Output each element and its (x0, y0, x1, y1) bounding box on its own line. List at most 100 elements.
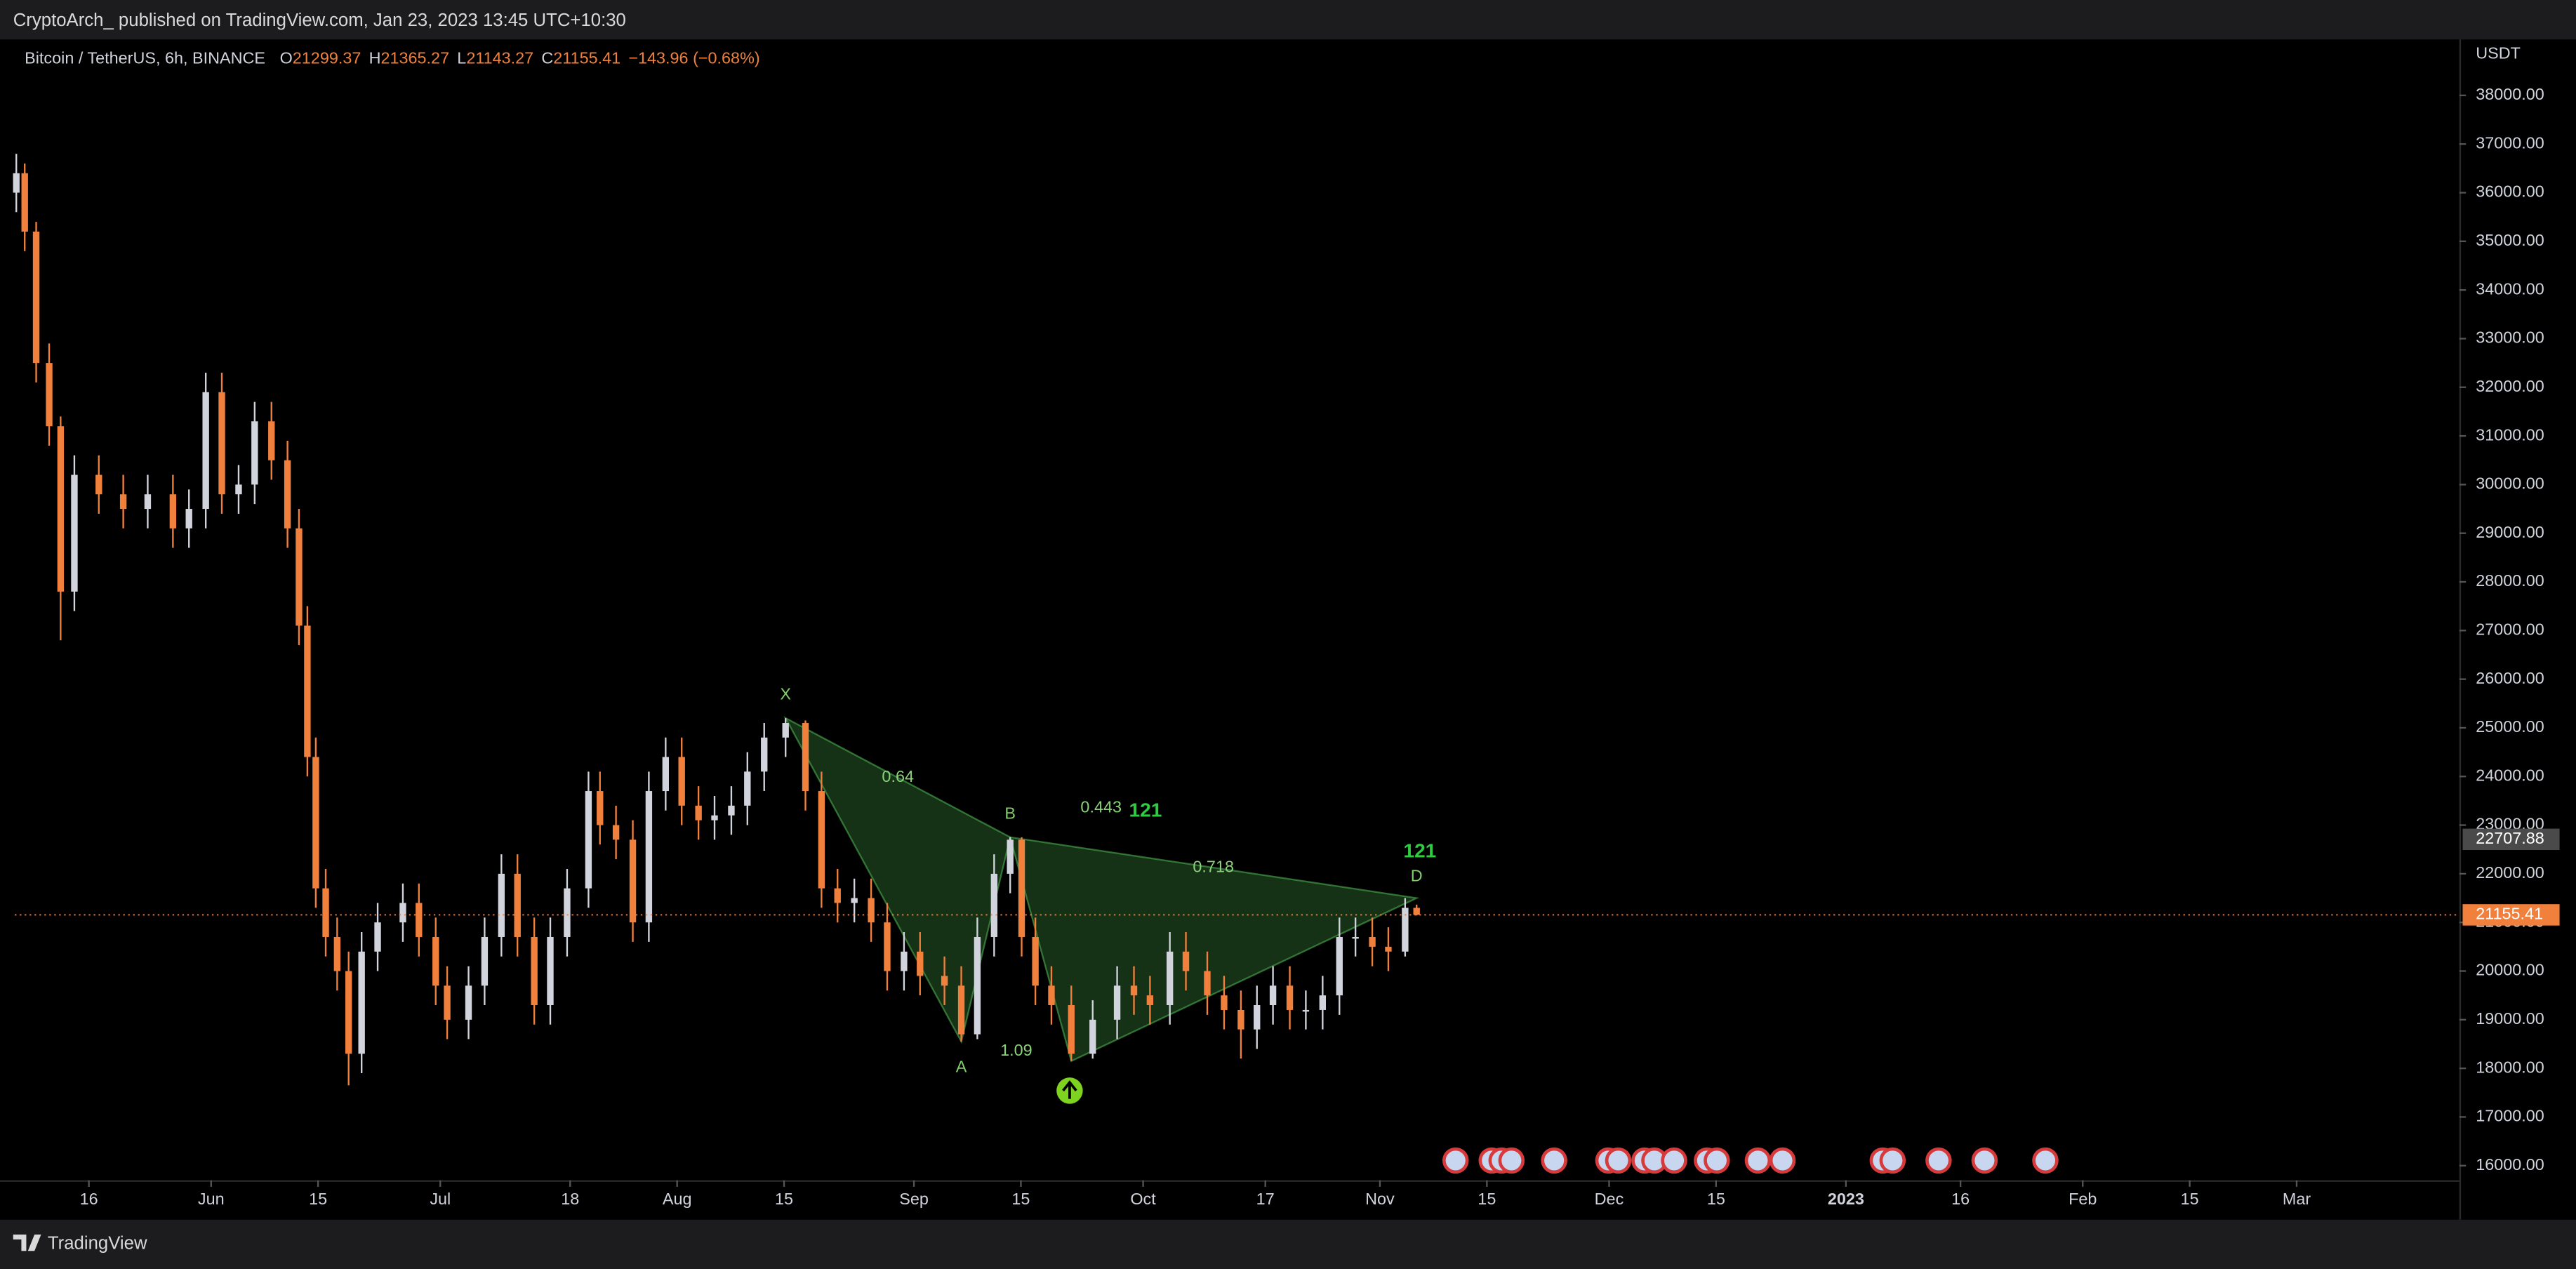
y-tick-label: 30000.00 (2476, 474, 2544, 493)
candle-body (481, 936, 489, 986)
brand-logo (13, 1234, 41, 1251)
event-flag[interactable] (1971, 1147, 1998, 1174)
y-tick-label: 32000.00 (2476, 377, 2544, 395)
candle-body (304, 625, 311, 757)
x-tick-label: Dec (1595, 1190, 1624, 1208)
candle-body (444, 985, 451, 1020)
legend-low: 21143.27 (466, 48, 533, 67)
event-flag[interactable] (1498, 1147, 1525, 1174)
y-tick-label: 24000.00 (2476, 766, 2544, 784)
candle-body (1237, 1009, 1244, 1030)
x-tick-label: Jul (430, 1190, 451, 1208)
candle-body (1018, 839, 1025, 937)
event-flag[interactable] (1744, 1147, 1772, 1174)
candle-body (1007, 839, 1014, 874)
candle-body (268, 421, 275, 460)
candle-body (333, 936, 341, 971)
candle-body (235, 484, 242, 495)
candle-body (1413, 908, 1420, 915)
y-tick-label: 26000.00 (2476, 669, 2544, 687)
candle-body (1130, 985, 1138, 996)
top-bar (0, 0, 2576, 40)
candle-body (119, 494, 127, 510)
candle-body (744, 771, 751, 806)
pattern-ratio: 1.09 (1000, 1041, 1033, 1059)
candle-body (941, 976, 948, 986)
candle-body (1182, 951, 1190, 971)
pattern-point-label: X (780, 684, 791, 703)
candle-body (990, 873, 998, 937)
candle-body (1068, 1005, 1075, 1054)
y-tick-label: 38000.00 (2476, 85, 2544, 103)
legend-change: −143.96 (−0.68%) (628, 48, 759, 67)
candle-body (1352, 936, 1359, 939)
x-tick-label: 16 (80, 1190, 98, 1208)
legend-letter: O (280, 48, 293, 67)
candle-body (1146, 995, 1154, 1006)
x-tick-label: Mar (2283, 1190, 2311, 1208)
x-tick-label: 18 (561, 1190, 579, 1208)
event-flag[interactable] (1769, 1147, 1796, 1174)
candle-body (32, 231, 40, 364)
legend-letter: L (457, 48, 466, 67)
event-flag[interactable] (1541, 1147, 1567, 1174)
brand[interactable]: TradingView (13, 1234, 147, 1254)
pattern-triangle (1009, 836, 1420, 1063)
price-marker-box (2462, 904, 2560, 926)
legend-high: 21365.27 (380, 48, 449, 67)
candle-body (868, 898, 875, 923)
candle-body (678, 757, 685, 806)
x-tick-label: Jun (198, 1190, 225, 1208)
candle-body (1319, 995, 1327, 1010)
event-flag[interactable] (2032, 1147, 2059, 1174)
candle-body (169, 494, 177, 529)
pattern-name: 121 (1403, 839, 1436, 861)
candle-body (884, 922, 891, 971)
x-tick-label: 17 (1256, 1190, 1275, 1208)
event-flag[interactable] (1442, 1147, 1469, 1174)
x-tick-label: Oct (1130, 1190, 1156, 1208)
x-tick-label: 15 (1478, 1190, 1496, 1208)
candle-body (597, 791, 604, 825)
x-tick-label: 16 (1951, 1190, 1970, 1208)
event-flag[interactable] (1704, 1147, 1730, 1174)
candle-body (312, 757, 319, 889)
publisher: CryptoArch_ published on TradingView.com… (13, 11, 626, 30)
candle-body (284, 460, 291, 529)
price-marker-box (2462, 828, 2560, 851)
y-tick-label: 17000.00 (2476, 1107, 2544, 1125)
event-flag[interactable] (1879, 1147, 1906, 1174)
price-marker-label: 21155.41 (2476, 905, 2543, 923)
candle-body (1113, 985, 1121, 1020)
candle-body (46, 363, 53, 427)
event-flag[interactable] (1661, 1147, 1687, 1174)
candle-body (251, 421, 258, 485)
candle-body (21, 173, 28, 232)
symbol: Bitcoin / TetherUS, 6h, BINANCE (25, 48, 265, 67)
candle-body (564, 888, 571, 937)
candle-body (629, 839, 637, 923)
pattern-point-label: A (956, 1058, 967, 1076)
y-tick-label: 18000.00 (2476, 1058, 2544, 1076)
pattern-ratio: 0.64 (882, 767, 914, 785)
event-flag[interactable] (1925, 1147, 1952, 1174)
event-flag[interactable] (1605, 1147, 1632, 1174)
candle-body (432, 936, 439, 986)
candle-body (974, 936, 981, 1035)
candle-body (1269, 985, 1277, 1006)
candle-body (1221, 995, 1228, 1010)
pattern-ratio: 0.718 (1193, 857, 1234, 875)
candle-body (761, 737, 768, 772)
candle-body (1032, 936, 1039, 986)
y-tick-label: 28000.00 (2476, 571, 2544, 590)
y-axis-label: USDT (2476, 44, 2521, 62)
y-tick-label: 34000.00 (2476, 279, 2544, 298)
candle-body (834, 888, 841, 903)
y-tick-label: 31000.00 (2476, 425, 2544, 444)
symbol-legend: Bitcoin / TetherUS, 6h, BINANCE O21299.3… (25, 48, 760, 67)
candle-body (1369, 936, 1376, 947)
y-tick-label: 29000.00 (2476, 523, 2544, 541)
candle-body (218, 392, 225, 495)
